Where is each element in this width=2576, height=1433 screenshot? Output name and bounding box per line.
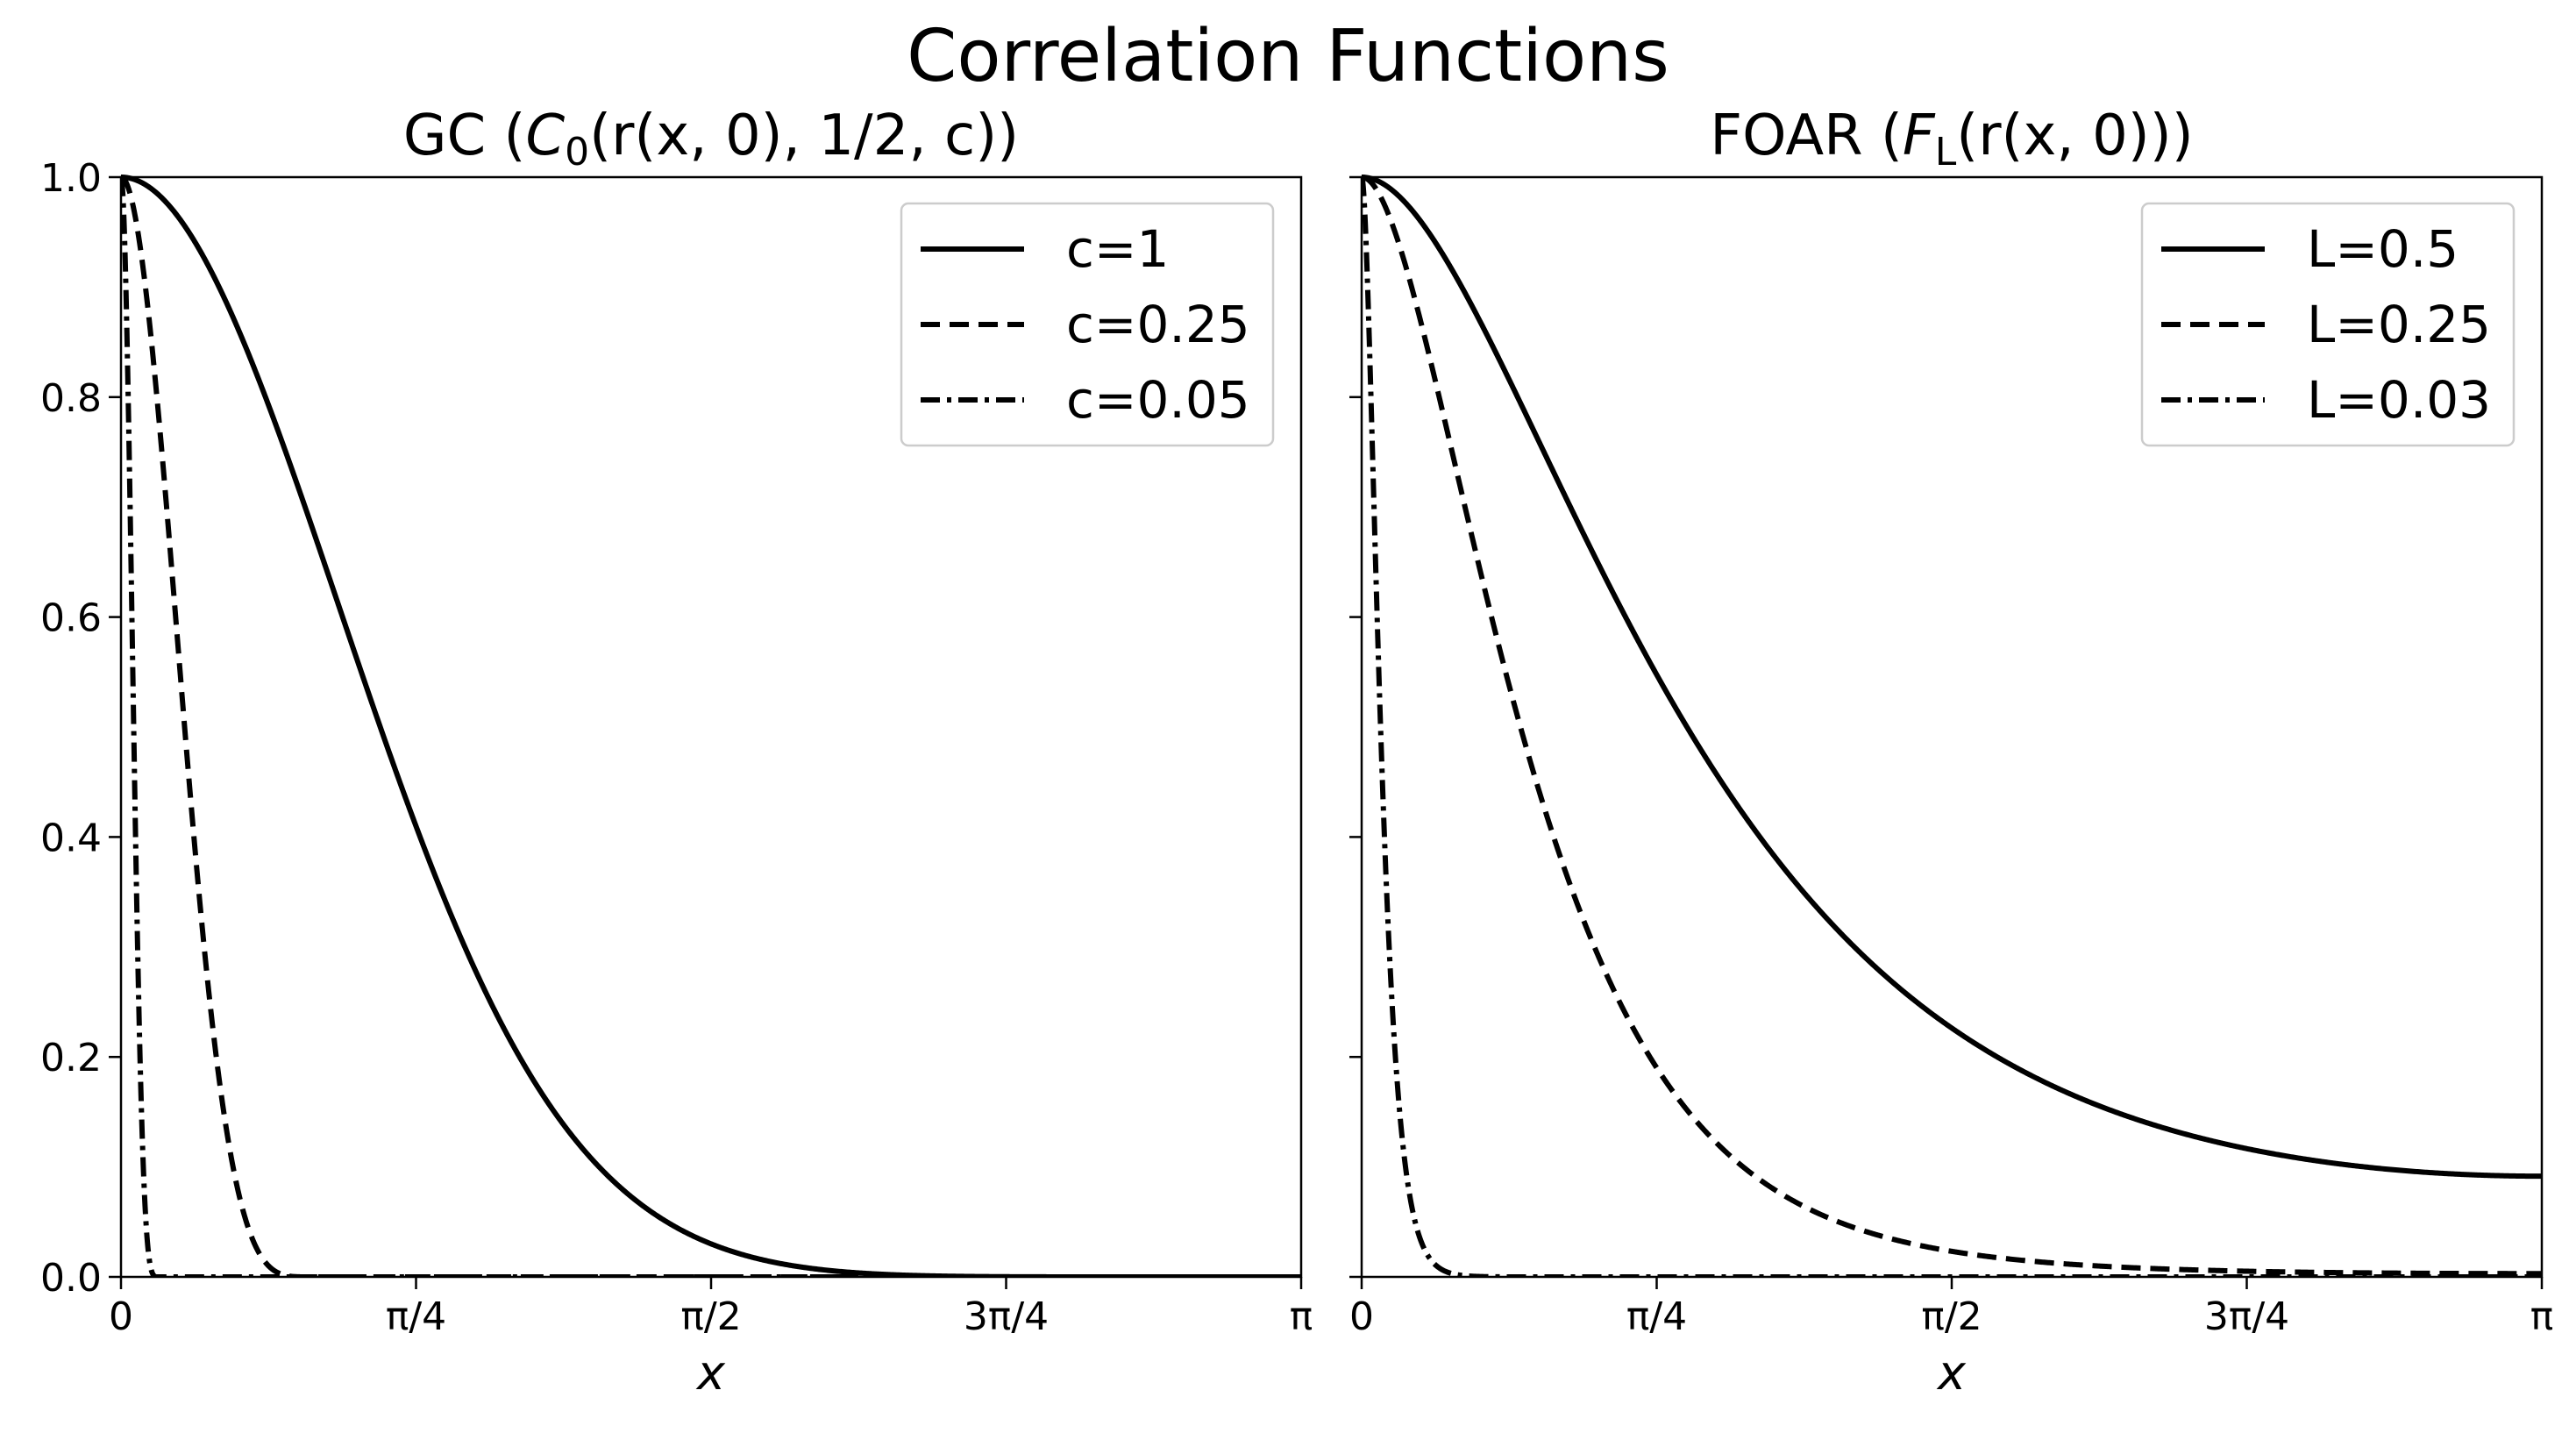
- axes-frame: [119, 175, 1303, 1279]
- legend-label: L=0.03: [2307, 370, 2491, 430]
- panel-title-args: (r(x, 0))): [1956, 103, 2193, 168]
- y-tick-label: 0.6: [40, 596, 102, 641]
- legend-box: [900, 202, 1275, 447]
- x-tick-label: π/2: [1921, 1294, 1982, 1339]
- series-line-l-0-03: [1362, 175, 2542, 1277]
- legend-box: [2140, 202, 2516, 447]
- y-tick-label: 0.2: [40, 1036, 102, 1080]
- x-tick-label: 3π/4: [964, 1294, 1049, 1339]
- series-line-l-0-25: [1362, 175, 2542, 1277]
- y-tick-label: 1.0: [40, 156, 102, 201]
- x-tick-label: π/4: [386, 1294, 446, 1339]
- legend-label: c=0.25: [1066, 295, 1250, 354]
- legend: c=1 c=0.25 c=0.05: [900, 202, 1275, 447]
- axes-frame: [1360, 175, 2544, 1279]
- y-tick-label: 0.0: [40, 1256, 102, 1301]
- y-tick-label: 0.4: [40, 816, 102, 860]
- x-tick-label: π: [1290, 1294, 1313, 1339]
- x-tick-label: 0: [1349, 1294, 1374, 1339]
- x-tick-label: 0: [109, 1294, 133, 1339]
- panel-title-prefix: GC (: [403, 103, 526, 168]
- panel-title-func: C: [525, 103, 565, 168]
- panel-title-prefix: FOAR (: [1710, 103, 1903, 168]
- x-axis-label: x: [695, 1345, 726, 1401]
- legend-label: L=0.25: [2307, 295, 2491, 354]
- panel-title-subscript: L: [1935, 130, 1957, 175]
- legend-label: c=1: [1066, 219, 1169, 279]
- panel-title-args: (r(x, 0), 1/2, c)): [589, 103, 1019, 168]
- panel-title-subscript: 0: [565, 130, 589, 175]
- foar-panel: FOAR (FL(r(x, 0)))0 π/4 π/2 3π/4 πxL=0.5L=0.…: [1349, 103, 2553, 1401]
- x-tick-label: π: [2530, 1294, 2554, 1339]
- figure-title: Correlation Functions: [907, 15, 1669, 98]
- x-tick-label: 3π/4: [2204, 1294, 2289, 1339]
- y-tick-label: 0.8: [40, 376, 102, 421]
- legend-label: c=0.05: [1066, 370, 1250, 430]
- x-axis-label: x: [1936, 1345, 1967, 1401]
- series-line-l-0-5: [1362, 175, 2542, 1180]
- legend: L=0.5 L=0.25 L=0.03: [2140, 202, 2516, 447]
- panel-title: GC (C0(r(x, 0), 1/2, c)): [403, 103, 1019, 175]
- panel-title-func: F: [1903, 103, 1936, 168]
- gc-panel: GC (C0(r(x, 0), 1/2, c))0 π/4 π/2 3π/4 π0.00…: [40, 103, 1313, 1401]
- x-tick-label: π/2: [680, 1294, 741, 1339]
- panel-title: FOAR (FL(r(x, 0))): [1710, 103, 2193, 175]
- legend-label: L=0.5: [2307, 219, 2459, 279]
- x-tick-label: π/4: [1626, 1294, 1687, 1339]
